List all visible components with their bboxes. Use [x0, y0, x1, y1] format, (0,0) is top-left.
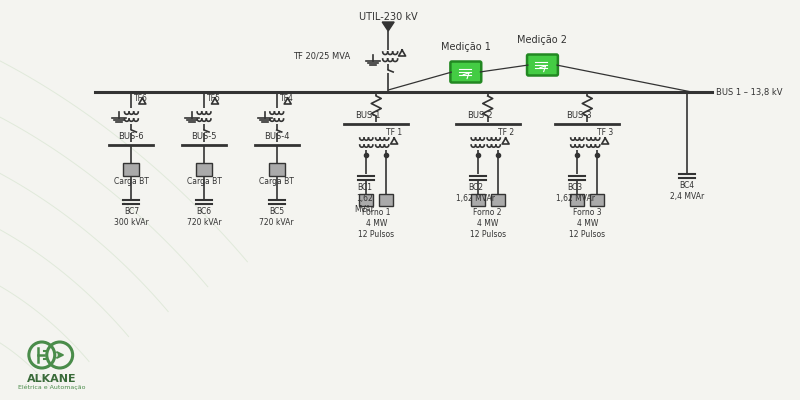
Text: TF 3: TF 3 [598, 128, 614, 137]
Text: ALKANE: ALKANE [27, 374, 77, 384]
Bar [123, 163, 139, 176]
Text: BUS-1: BUS-1 [355, 111, 381, 120]
Bar [269, 163, 285, 176]
Text: BC3
1,62 MVAr: BC3 1,62 MVAr [556, 183, 595, 203]
Text: BUS-6: BUS-6 [118, 132, 144, 141]
Text: TF4: TF4 [280, 94, 294, 103]
Text: BUS-2: BUS-2 [467, 111, 493, 120]
Polygon shape [382, 22, 394, 31]
Text: BUS-5: BUS-5 [191, 132, 217, 141]
Text: Medição 1: Medição 1 [441, 42, 490, 52]
Text: BC6
720 kVAr: BC6 720 kVAr [186, 207, 222, 227]
Bar [379, 194, 393, 206]
Bar [470, 194, 485, 206]
Text: Carga BT: Carga BT [186, 177, 222, 186]
Text: BUS-4: BUS-4 [264, 132, 290, 141]
Text: BUS 1 – 13,8 kV: BUS 1 – 13,8 kV [716, 88, 782, 96]
Bar [490, 194, 505, 206]
Text: Carga BT: Carga BT [259, 177, 294, 186]
Text: BC2
1,62 MVAr: BC2 1,62 MVAr [456, 183, 495, 203]
FancyBboxPatch shape [527, 54, 558, 76]
Bar [359, 194, 374, 206]
Text: Forno 3
4 MW
12 Pulsos: Forno 3 4 MW 12 Pulsos [569, 208, 606, 239]
Text: Medição 2: Medição 2 [518, 35, 567, 45]
Bar [590, 194, 604, 206]
Text: Forno 1
4 MW
12 Pulsos: Forno 1 4 MW 12 Pulsos [358, 208, 394, 239]
Text: TF6: TF6 [134, 94, 148, 103]
Bar [196, 163, 212, 176]
Text: TF 1: TF 1 [386, 128, 402, 137]
Text: TF 2: TF 2 [498, 128, 514, 137]
Text: BUS-3: BUS-3 [566, 111, 592, 120]
Text: TF5: TF5 [207, 94, 221, 103]
Text: BC4
2,4 MVAr: BC4 2,4 MVAr [670, 181, 704, 201]
Text: Elétrica e Automação: Elétrica e Automação [18, 384, 86, 390]
FancyBboxPatch shape [450, 62, 482, 82]
Bar [570, 194, 584, 206]
Text: UTIL-230 kV: UTIL-230 kV [359, 12, 418, 22]
Text: BC7
300 kVAr: BC7 300 kVAr [114, 207, 149, 227]
Text: BC5
720 kVAr: BC5 720 kVAr [259, 207, 294, 227]
Text: TF 20/25 MVA: TF 20/25 MVA [293, 52, 350, 60]
Text: Carga BT: Carga BT [114, 177, 149, 186]
Text: BC1
1,62
MVAr: BC1 1,62 MVAr [354, 183, 374, 214]
Text: Forno 2
4 MW
12 Pulsos: Forno 2 4 MW 12 Pulsos [470, 208, 506, 239]
